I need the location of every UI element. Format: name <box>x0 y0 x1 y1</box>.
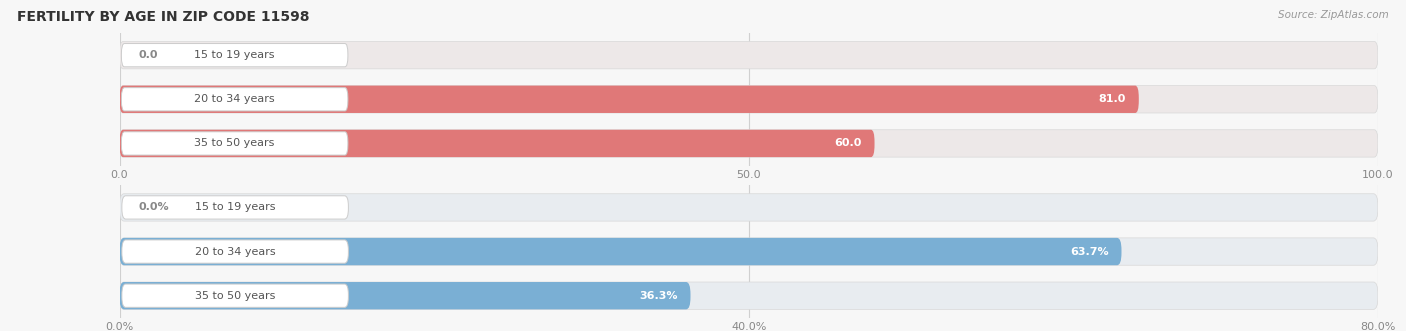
Text: 81.0: 81.0 <box>1099 94 1126 104</box>
FancyBboxPatch shape <box>120 282 690 309</box>
FancyBboxPatch shape <box>122 284 349 307</box>
FancyBboxPatch shape <box>120 130 1378 157</box>
Text: 60.0: 60.0 <box>835 138 862 148</box>
FancyBboxPatch shape <box>122 240 349 263</box>
FancyBboxPatch shape <box>121 88 347 111</box>
Text: 35 to 50 years: 35 to 50 years <box>194 138 274 148</box>
FancyBboxPatch shape <box>120 282 1378 309</box>
FancyBboxPatch shape <box>120 194 1378 221</box>
FancyBboxPatch shape <box>120 86 1378 113</box>
FancyBboxPatch shape <box>121 132 347 155</box>
FancyBboxPatch shape <box>122 196 349 219</box>
FancyBboxPatch shape <box>120 86 1139 113</box>
FancyBboxPatch shape <box>120 130 875 157</box>
FancyBboxPatch shape <box>120 238 1122 265</box>
Text: 20 to 34 years: 20 to 34 years <box>194 94 276 104</box>
Text: 15 to 19 years: 15 to 19 years <box>194 50 276 60</box>
Text: 0.0%: 0.0% <box>138 203 169 213</box>
Text: Source: ZipAtlas.com: Source: ZipAtlas.com <box>1278 10 1389 20</box>
Text: 36.3%: 36.3% <box>640 291 678 301</box>
Text: FERTILITY BY AGE IN ZIP CODE 11598: FERTILITY BY AGE IN ZIP CODE 11598 <box>17 10 309 24</box>
Text: 0.0: 0.0 <box>138 50 157 60</box>
Text: 15 to 19 years: 15 to 19 years <box>195 203 276 213</box>
FancyBboxPatch shape <box>120 41 1378 69</box>
Text: 63.7%: 63.7% <box>1070 247 1109 257</box>
Text: 20 to 34 years: 20 to 34 years <box>195 247 276 257</box>
Text: 35 to 50 years: 35 to 50 years <box>195 291 276 301</box>
FancyBboxPatch shape <box>121 44 347 67</box>
FancyBboxPatch shape <box>120 238 1378 265</box>
